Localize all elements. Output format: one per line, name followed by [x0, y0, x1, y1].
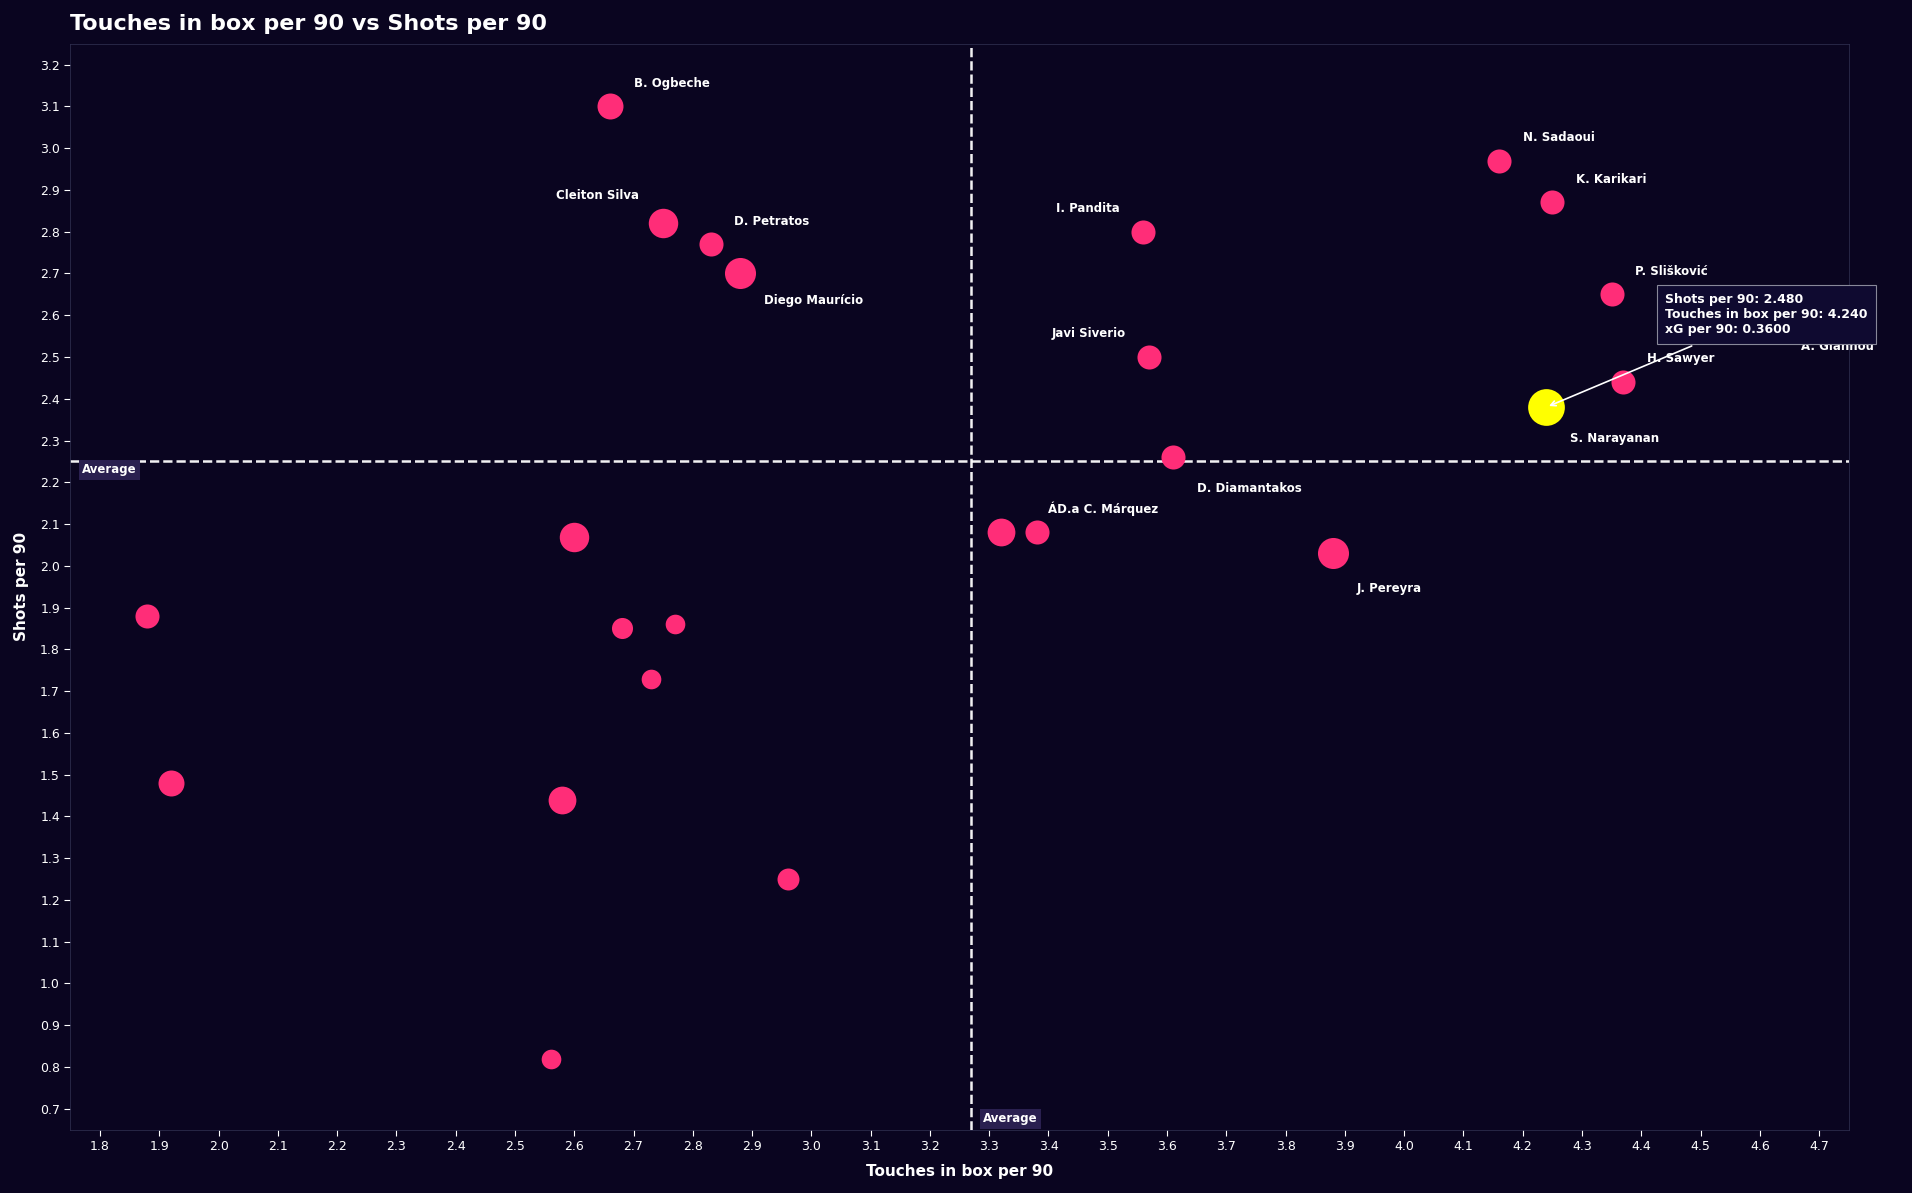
Point: [1134, 347, 1164, 366]
Text: K. Karikari: K. Karikari: [1575, 173, 1646, 186]
Point: [1608, 372, 1639, 391]
Point: [547, 790, 577, 809]
Point: [1532, 397, 1562, 416]
Text: Touches in box per 90 vs Shots per 90: Touches in box per 90 vs Shots per 90: [71, 14, 547, 33]
Point: [772, 870, 803, 889]
Text: Javi Siverio: Javi Siverio: [1052, 327, 1126, 340]
Text: Diego Maurício: Diego Maurício: [765, 293, 862, 307]
Point: [696, 235, 727, 254]
Text: H. Sawyer: H. Sawyer: [1648, 352, 1715, 365]
Point: [660, 614, 690, 633]
Point: [1484, 152, 1514, 171]
Point: [157, 773, 187, 792]
Text: Average: Average: [82, 463, 138, 476]
Point: [1537, 193, 1568, 212]
Text: B. Ogbeche: B. Ogbeche: [633, 76, 709, 89]
Point: [595, 97, 625, 116]
Text: N. Sadaoui: N. Sadaoui: [1522, 131, 1595, 144]
Text: Cleiton Silva: Cleiton Silva: [556, 190, 639, 203]
Point: [132, 606, 163, 625]
Point: [725, 264, 755, 283]
Point: [606, 619, 637, 638]
Text: A. Giannou: A. Giannou: [1801, 340, 1874, 353]
Point: [1157, 447, 1187, 466]
Point: [648, 214, 679, 233]
Text: ÁD.a C. Márquez: ÁD.a C. Márquez: [1048, 501, 1159, 515]
Text: P. Slišković: P. Slišković: [1635, 265, 1707, 278]
Text: I. Pandita: I. Pandita: [1055, 202, 1120, 215]
Text: D. Petratos: D. Petratos: [734, 215, 809, 228]
X-axis label: Touches in box per 90: Touches in box per 90: [866, 1164, 1054, 1179]
Point: [1317, 544, 1348, 563]
Text: Average: Average: [983, 1112, 1038, 1125]
Point: [1597, 285, 1627, 304]
Point: [558, 527, 589, 546]
Text: D. Diamantakos: D. Diamantakos: [1197, 482, 1302, 495]
Point: [1021, 523, 1052, 542]
Text: S. Narayanan: S. Narayanan: [1570, 432, 1660, 445]
Point: [637, 669, 667, 688]
Point: [1763, 305, 1793, 324]
Y-axis label: Shots per 90: Shots per 90: [13, 532, 29, 642]
Point: [987, 523, 1017, 542]
Point: [1128, 222, 1159, 241]
Text: J. Pereyra: J. Pereyra: [1358, 582, 1423, 595]
Point: [535, 1049, 566, 1068]
Text: Shots per 90: 2.480
Touches in box per 90: 4.240
xG per 90: 0.3600: Shots per 90: 2.480 Touches in box per 9…: [1551, 293, 1868, 406]
